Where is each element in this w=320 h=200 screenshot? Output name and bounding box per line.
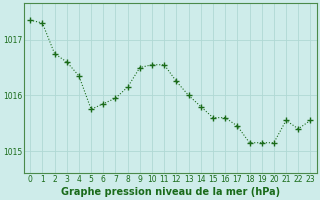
X-axis label: Graphe pression niveau de la mer (hPa): Graphe pression niveau de la mer (hPa)	[61, 187, 280, 197]
